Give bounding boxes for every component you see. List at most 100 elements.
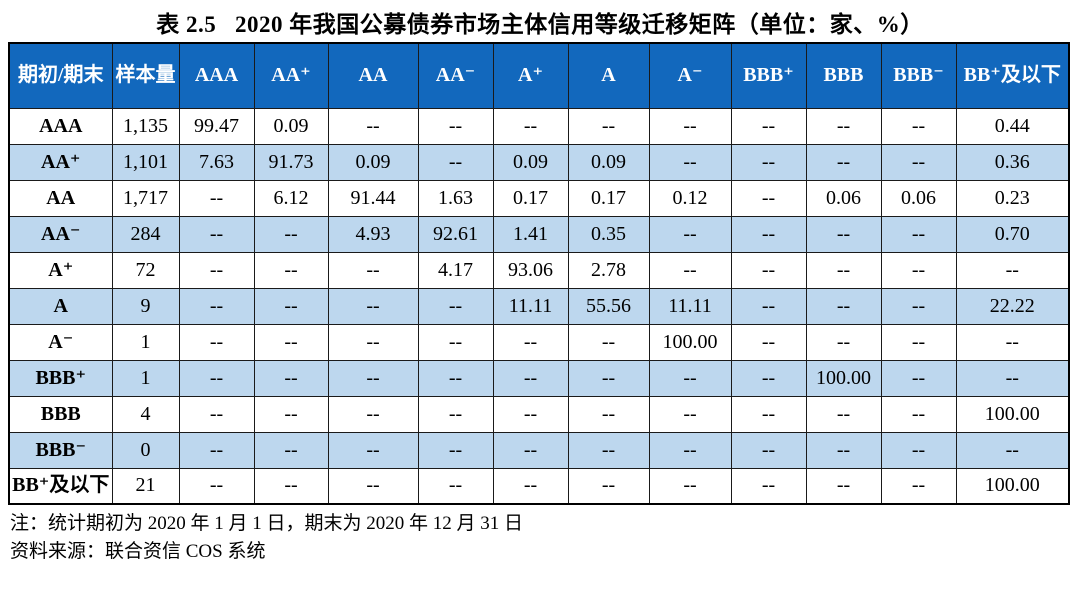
table-row: BBB⁻ 0 -- -- -- -- -- -- -- -- -- -- --	[8, 431, 1070, 469]
matrix-cell: --	[492, 395, 569, 433]
matrix-cell: --	[178, 215, 255, 253]
matrix-cell: --	[880, 359, 957, 397]
matrix-cell: 91.44	[327, 179, 419, 217]
matrix-cell: --	[417, 395, 494, 433]
sample-count: 284	[111, 215, 180, 253]
matrix-cell: --	[417, 431, 494, 469]
matrix-cell: --	[327, 323, 419, 361]
row-label: AAA	[8, 107, 113, 145]
matrix-cell: --	[805, 107, 882, 145]
sample-count: 0	[111, 431, 180, 469]
matrix-cell: --	[492, 107, 569, 145]
rating-migration-matrix-table: 期初/期末 样本量 AAA AA⁺ AA AA⁻ A⁺ A A⁻ BBB⁺ BBB BBB⁻ BB⁺及以…	[8, 42, 1070, 505]
matrix-cell: 11.11	[648, 287, 732, 325]
matrix-cell: --	[648, 107, 732, 145]
matrix-cell: --	[492, 359, 569, 397]
matrix-cell: --	[253, 359, 329, 397]
header-cell: AA⁻	[417, 42, 494, 109]
matrix-cell: 100.00	[955, 395, 1070, 433]
matrix-cell: --	[730, 467, 807, 505]
matrix-cell: 100.00	[955, 467, 1070, 505]
matrix-cell: --	[880, 287, 957, 325]
matrix-cell: --	[880, 431, 957, 469]
matrix-cell: --	[417, 287, 494, 325]
header-cell: A⁺	[492, 42, 569, 109]
matrix-cell: --	[567, 107, 650, 145]
matrix-cell: 6.12	[253, 179, 329, 217]
header-cell: AA⁺	[253, 42, 329, 109]
table-row: BBB 4 -- -- -- -- -- -- -- -- -- -- 100.00	[8, 395, 1070, 433]
matrix-cell: --	[730, 395, 807, 433]
row-label: AA⁺	[8, 143, 113, 181]
matrix-cell: --	[648, 395, 732, 433]
matrix-cell: --	[805, 467, 882, 505]
matrix-cell: --	[805, 431, 882, 469]
matrix-cell: --	[178, 179, 255, 217]
matrix-cell: 0.44	[955, 107, 1070, 145]
matrix-cell: --	[955, 251, 1070, 289]
matrix-cell: 0.09	[492, 143, 569, 181]
matrix-cell: --	[492, 431, 569, 469]
table-row: AAA 1,135 99.47 0.09 -- -- -- -- -- -- -- -- 0.44	[8, 107, 1070, 145]
matrix-cell: --	[327, 395, 419, 433]
matrix-cell: --	[417, 107, 494, 145]
matrix-cell: --	[327, 431, 419, 469]
matrix-cell: 0.09	[567, 143, 650, 181]
matrix-cell: --	[730, 179, 807, 217]
matrix-cell: --	[730, 251, 807, 289]
matrix-cell: --	[253, 431, 329, 469]
matrix-cell: 22.22	[955, 287, 1070, 325]
matrix-cell: --	[567, 395, 650, 433]
matrix-cell: --	[327, 467, 419, 505]
matrix-cell: 0.06	[805, 179, 882, 217]
matrix-cell: 1.63	[417, 179, 494, 217]
matrix-cell: --	[955, 431, 1070, 469]
matrix-cell: 93.06	[492, 251, 569, 289]
sample-count: 1,101	[111, 143, 180, 181]
matrix-cell: 1.41	[492, 215, 569, 253]
row-label: A⁻	[8, 323, 113, 361]
matrix-cell: --	[730, 107, 807, 145]
matrix-cell: 92.61	[417, 215, 494, 253]
header-cell: AA	[327, 42, 419, 109]
table-row: BBB⁺ 1 -- -- -- -- -- -- -- -- 100.00 -- --	[8, 359, 1070, 397]
header-cell: BBB	[805, 42, 882, 109]
matrix-cell: --	[178, 395, 255, 433]
row-label: BBB⁺	[8, 359, 113, 397]
matrix-cell: 2.78	[567, 251, 650, 289]
matrix-cell: --	[880, 251, 957, 289]
header-cell: BB⁺及以下	[955, 42, 1070, 109]
matrix-cell: 99.47	[178, 107, 255, 145]
matrix-cell: --	[178, 467, 255, 505]
header-cell: A	[567, 42, 650, 109]
matrix-cell: --	[648, 467, 732, 505]
matrix-cell: --	[253, 467, 329, 505]
matrix-cell: --	[805, 395, 882, 433]
matrix-cell: --	[805, 251, 882, 289]
matrix-cell: --	[253, 251, 329, 289]
sample-count: 21	[111, 467, 180, 505]
header-cell: BBB⁺	[730, 42, 807, 109]
matrix-cell: --	[880, 323, 957, 361]
table-source: 资料来源：联合资信 COS 系统	[10, 540, 266, 562]
matrix-cell: --	[880, 215, 957, 253]
matrix-cell: 0.70	[955, 215, 1070, 253]
matrix-cell: --	[880, 107, 957, 145]
matrix-cell: --	[567, 323, 650, 361]
matrix-cell: --	[730, 323, 807, 361]
matrix-cell: 0.23	[955, 179, 1070, 217]
matrix-cell: --	[178, 323, 255, 361]
matrix-cell: --	[253, 287, 329, 325]
matrix-cell: --	[417, 359, 494, 397]
matrix-cell: 0.09	[327, 143, 419, 181]
sample-count: 4	[111, 395, 180, 433]
matrix-cell: 7.63	[178, 143, 255, 181]
matrix-cell: --	[955, 323, 1070, 361]
matrix-cell: --	[805, 143, 882, 181]
matrix-cell: --	[417, 467, 494, 505]
matrix-cell: --	[327, 287, 419, 325]
matrix-cell: 0.17	[567, 179, 650, 217]
header-row: 期初/期末 样本量 AAA AA⁺ AA AA⁻ A⁺ A A⁻ BBB⁺ BBB BBB⁻ BB⁺及以…	[8, 42, 1070, 109]
matrix-cell: 100.00	[648, 323, 732, 361]
